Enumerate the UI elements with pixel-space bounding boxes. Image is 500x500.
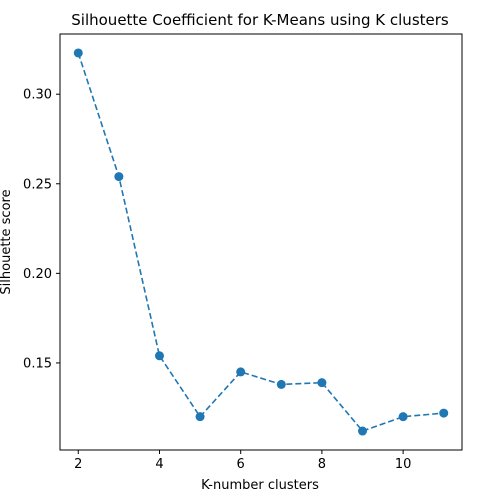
data-point-marker — [317, 378, 327, 388]
data-point-marker — [398, 412, 408, 422]
data-point-marker — [154, 351, 164, 361]
series-line — [77, 52, 444, 432]
data-point-marker — [236, 367, 246, 377]
y-axis-ticks: 0.15 0.20 0.25 0.30 — [23, 88, 60, 371]
y-tick-label: 0.20 — [23, 267, 52, 282]
series-layer — [73, 48, 449, 436]
data-point-marker — [358, 426, 368, 436]
chart-title: Silhouette Coefficient for K-Means using… — [71, 11, 449, 29]
x-axis-label: K-number clusters — [201, 478, 319, 493]
data-point-marker — [439, 408, 449, 418]
plot-area-frame — [59, 33, 463, 451]
data-point-marker — [73, 48, 83, 58]
y-tick-label: 0.25 — [23, 177, 52, 192]
data-point-marker — [276, 379, 286, 389]
y-tick-label: 0.15 — [23, 356, 52, 371]
x-axis-ticks: 2 4 6 8 10 — [74, 450, 411, 472]
data-point-marker — [195, 412, 205, 422]
y-tick-label: 0.30 — [23, 88, 52, 103]
x-tick-label: 4 — [155, 457, 163, 472]
x-tick-label: 8 — [318, 457, 326, 472]
x-tick-label: 2 — [74, 457, 82, 472]
axes-frame — [59, 33, 463, 451]
y-axis-label: Silhouette score — [0, 189, 14, 294]
x-tick-label: 6 — [237, 457, 245, 472]
x-tick-label: 10 — [395, 457, 412, 472]
data-point-marker — [114, 172, 124, 182]
